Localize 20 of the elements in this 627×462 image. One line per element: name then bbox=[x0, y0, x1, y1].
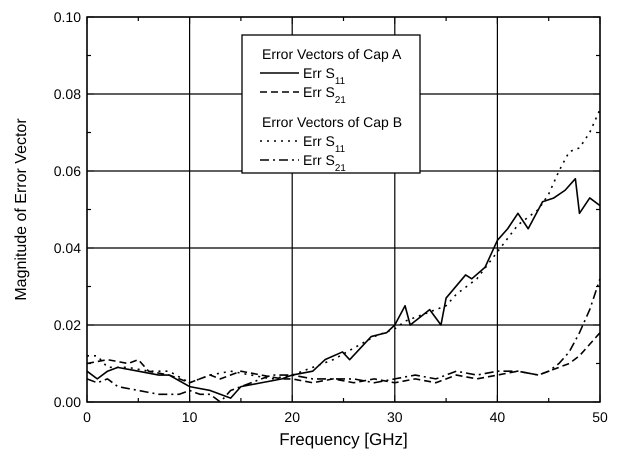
y-tick-label: 0.06 bbox=[54, 163, 82, 179]
x-tick-label: 40 bbox=[490, 409, 506, 425]
legend-label: Err S$_{11}$ bbox=[303, 133, 346, 154]
x-tick-label: 10 bbox=[182, 409, 198, 425]
y-tick-label: 0.10 bbox=[54, 9, 82, 25]
legend-label: Err S$_{11}$ bbox=[303, 65, 346, 86]
x-tick-label: 30 bbox=[387, 409, 403, 425]
annotation: Error Vectors of Cap A bbox=[262, 46, 402, 62]
y-axis-title: Magnitude of Error Vector bbox=[13, 118, 30, 301]
annotation: Error Vectors of Cap B bbox=[262, 114, 402, 130]
y-tick-label: 0.08 bbox=[54, 86, 82, 102]
y-tick-label: 0.04 bbox=[54, 240, 82, 256]
y-tick-label: 0.00 bbox=[54, 394, 82, 410]
x-tick-label: 20 bbox=[284, 409, 300, 425]
y-tick-label: 0.02 bbox=[54, 317, 82, 333]
legend-label: Err S$_{21}$ bbox=[303, 152, 346, 174]
x-tick-label: 50 bbox=[592, 409, 608, 425]
x-axis-title: Frequency [GHz] bbox=[279, 430, 408, 449]
legend-label: Err S$_{21}$ bbox=[303, 84, 346, 106]
x-tick-label: 0 bbox=[83, 409, 92, 425]
